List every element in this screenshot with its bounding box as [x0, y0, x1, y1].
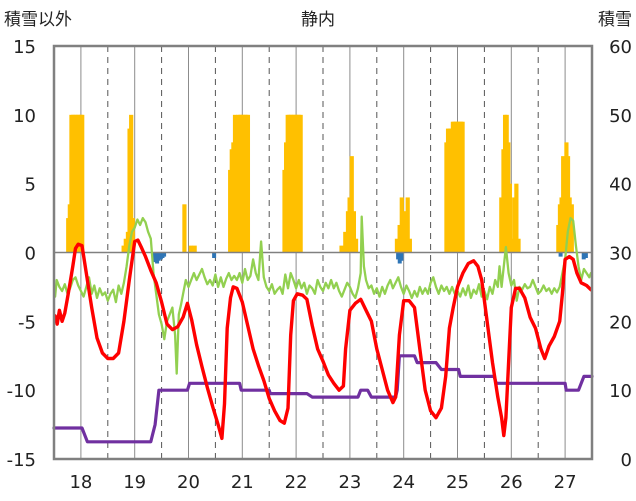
- snowfall-bar: [509, 238, 515, 253]
- snowfall-bar: [569, 204, 574, 253]
- snowfall-bar: [343, 231, 348, 253]
- snowfall-bar: [394, 238, 400, 253]
- snowfall-bar: [507, 183, 513, 253]
- x-tick-label: 20: [177, 472, 200, 493]
- x-tick-label: 21: [231, 472, 254, 493]
- snowfall-bar: [403, 211, 408, 253]
- x-tick-label: 27: [554, 472, 577, 493]
- snowfall-bar: [512, 197, 517, 253]
- right-tick-label: 20: [609, 312, 632, 333]
- green-series-line: [53, 215, 593, 375]
- x-tick-label: 24: [392, 472, 415, 493]
- x-tick-label: 18: [69, 472, 92, 493]
- snowfall-bar: [516, 238, 521, 253]
- series-lines: [52, 215, 594, 444]
- snow-depth-line: [52, 354, 594, 444]
- snowfall-bar: [130, 218, 135, 253]
- precip-bar: [581, 252, 586, 260]
- x-tick-label: 25: [446, 472, 469, 493]
- snowfall-bar: [339, 245, 344, 253]
- left-tick-labels: 15 10 5 0 -5 -10 -15: [7, 37, 36, 471]
- snowfall-bar: [298, 114, 303, 253]
- left-tick-label: 10: [13, 106, 36, 127]
- precip-bar: [212, 252, 217, 259]
- right-tick-labels: 60 50 40 30 20 10 0: [609, 37, 632, 471]
- right-tick-label: 40: [609, 175, 632, 196]
- snowfall-bar: [405, 197, 410, 253]
- left-tick-label: 0: [25, 244, 36, 265]
- snowfall-bar: [245, 114, 251, 253]
- x-tick-labels: 18 19 20 21 22 23 24 25 26 27: [69, 472, 576, 493]
- snowfall-bar: [80, 114, 85, 253]
- snowfall-bar: [123, 238, 128, 253]
- right-tick-label: 50: [609, 106, 632, 127]
- snowfall-bar: [349, 156, 354, 253]
- snowfall-bar: [401, 218, 406, 253]
- temperature-line: [53, 238, 593, 441]
- x-tick-label: 19: [123, 472, 146, 493]
- right-tick-label: 60: [609, 37, 632, 58]
- right-tick-label: 30: [609, 244, 632, 265]
- right-axis-label: 積雪: [598, 10, 632, 30]
- snowfall-bar: [347, 197, 352, 253]
- left-tick-label: -15: [7, 450, 36, 471]
- precip-bar: [583, 252, 588, 259]
- x-tick-label: 23: [338, 472, 361, 493]
- x-tick-label: 26: [500, 472, 523, 493]
- snowfall-bar: [407, 238, 412, 253]
- left-tick-label: 5: [25, 175, 36, 196]
- left-tick-label: -5: [18, 312, 36, 333]
- right-tick-label: 0: [621, 450, 632, 471]
- snowfall-bars: [66, 114, 574, 253]
- left-axis-label: 積雪以外: [4, 10, 72, 30]
- precip-bar: [399, 252, 404, 261]
- chart-title: 静内: [301, 10, 335, 30]
- precip-bar: [162, 252, 167, 257]
- snowfall-bar: [499, 197, 504, 253]
- snowfall-bar: [182, 204, 187, 253]
- left-tick-label: 15: [13, 37, 36, 58]
- snowfall-bar: [188, 245, 193, 253]
- left-tick-label: -10: [7, 381, 36, 402]
- snowfall-bar: [353, 238, 359, 253]
- x-tick-label: 22: [285, 472, 308, 493]
- snowfall-bar: [397, 224, 402, 253]
- precip-bars: [151, 252, 588, 264]
- snowfall-bar: [351, 211, 357, 253]
- plot-frame: [52, 44, 594, 461]
- snowfall-bar: [192, 245, 197, 253]
- snowfall-bar: [514, 183, 519, 253]
- precip-bar: [156, 252, 161, 261]
- right-tick-label: 10: [609, 381, 632, 402]
- snowfall-bar: [121, 245, 126, 253]
- snowfall-bar: [129, 114, 134, 253]
- precip-bar: [558, 252, 563, 257]
- snowfall-bar: [460, 121, 465, 253]
